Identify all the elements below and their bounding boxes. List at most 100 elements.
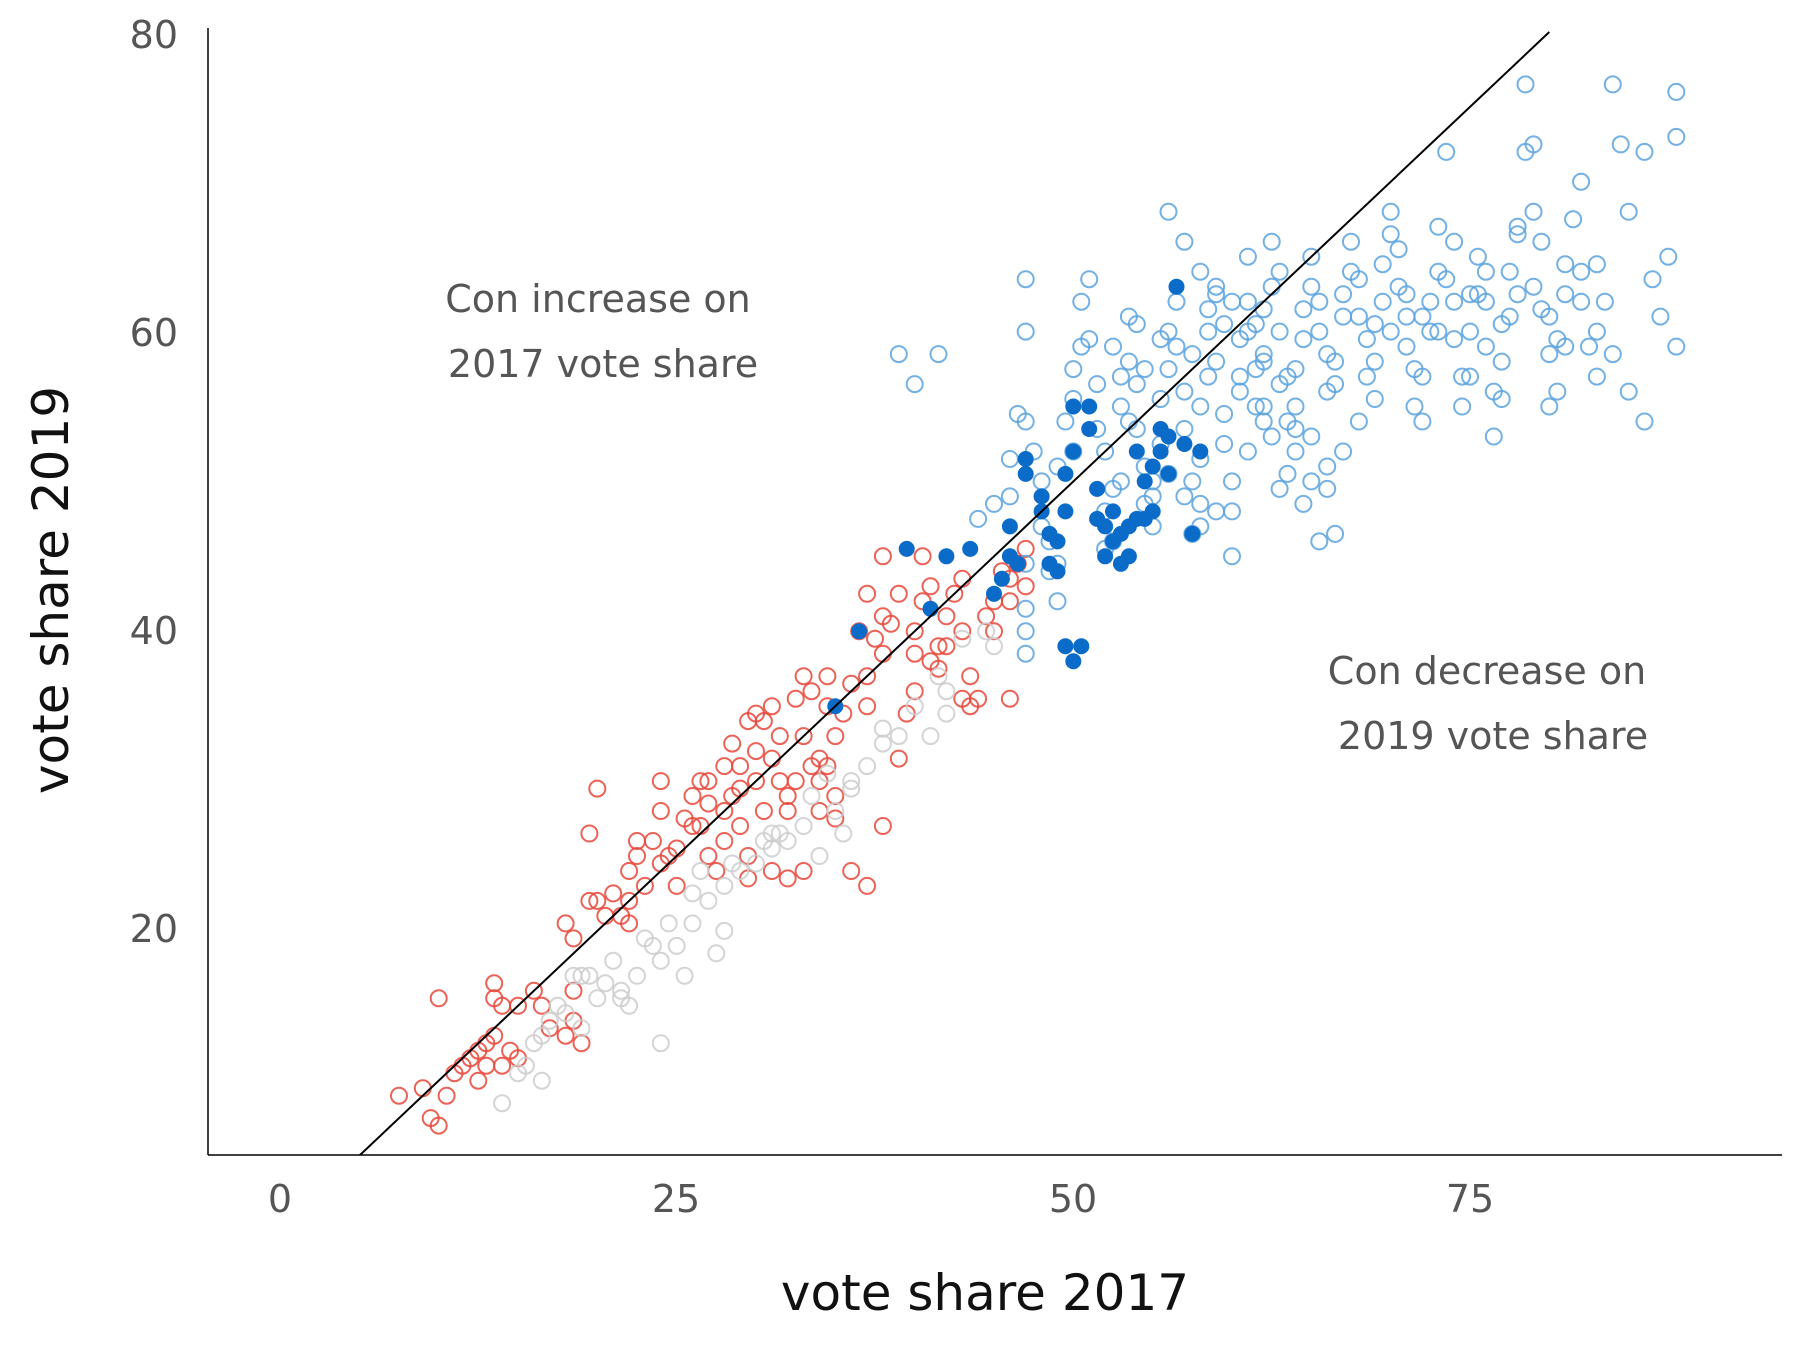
data-point xyxy=(1429,217,1448,236)
data-point xyxy=(628,966,646,985)
data-point xyxy=(659,914,678,933)
data-point xyxy=(1342,232,1360,251)
data-point xyxy=(1437,270,1456,289)
data-point xyxy=(1160,465,1177,482)
data-point xyxy=(1572,292,1591,311)
data-point xyxy=(873,547,892,566)
data-point xyxy=(818,764,837,783)
data-point xyxy=(1159,360,1178,379)
data-point xyxy=(1532,232,1551,251)
data-point xyxy=(1223,292,1241,311)
data-point xyxy=(1033,488,1050,505)
data-point xyxy=(842,779,861,798)
data-point xyxy=(556,1026,575,1045)
data-point xyxy=(1468,247,1487,266)
data-point xyxy=(493,1056,512,1075)
data-point xyxy=(1302,427,1321,446)
data-point xyxy=(1111,367,1130,386)
data-point xyxy=(596,906,615,925)
data-point xyxy=(556,1004,575,1023)
data-point xyxy=(881,614,900,633)
data-point xyxy=(413,1079,432,1098)
data-point xyxy=(826,727,845,746)
data-point xyxy=(715,832,734,850)
data-point xyxy=(834,824,853,843)
data-point xyxy=(1199,367,1218,386)
data-point xyxy=(1128,443,1145,460)
data-point xyxy=(1081,398,1098,415)
data-point xyxy=(628,847,646,865)
data-point xyxy=(540,1011,559,1030)
data-point xyxy=(596,974,615,993)
y-tick-label: 20 xyxy=(130,907,178,951)
x-tick-label: 25 xyxy=(652,1177,700,1221)
data-point xyxy=(723,734,742,753)
data-point xyxy=(905,682,924,701)
data-point xyxy=(842,674,861,693)
data-point xyxy=(747,854,765,873)
data-point xyxy=(794,817,813,835)
data-point xyxy=(1191,494,1210,513)
data-point xyxy=(469,1071,488,1090)
data-point xyxy=(715,802,734,820)
data-point xyxy=(1049,563,1066,580)
data-point xyxy=(707,944,726,963)
data-point xyxy=(1223,472,1241,491)
data-point xyxy=(683,884,702,903)
data-point xyxy=(1619,202,1638,221)
x-tick-label: 75 xyxy=(1446,1177,1494,1221)
data-point xyxy=(1500,262,1519,281)
data-point xyxy=(1524,202,1543,221)
data-point xyxy=(1175,420,1194,438)
data-point xyxy=(643,936,662,955)
data-point xyxy=(612,989,631,1008)
data-point xyxy=(762,749,781,768)
data-point xyxy=(509,996,527,1015)
data-point xyxy=(1365,315,1384,334)
data-point xyxy=(1556,337,1575,356)
data-point xyxy=(1175,382,1194,401)
data-point xyxy=(429,989,448,1008)
data-point xyxy=(1635,412,1654,431)
data-point xyxy=(1072,292,1091,311)
data-point xyxy=(588,779,607,798)
data-point xyxy=(564,981,583,1000)
data-point xyxy=(1127,375,1146,394)
data-point xyxy=(842,772,861,791)
data-point xyxy=(937,607,956,626)
data-point xyxy=(1254,300,1273,319)
data-point xyxy=(1326,524,1345,543)
data-point xyxy=(1199,300,1218,319)
data-point xyxy=(818,757,837,776)
data-point xyxy=(1619,382,1638,401)
data-point xyxy=(786,772,805,791)
data-point xyxy=(1492,315,1511,334)
data-point xyxy=(1492,390,1511,408)
data-point xyxy=(723,854,742,873)
x-tick-label: 50 xyxy=(1049,1177,1097,1221)
data-point xyxy=(715,876,734,895)
data-point xyxy=(1397,285,1416,304)
data-point xyxy=(1302,277,1321,296)
data-point xyxy=(953,569,972,588)
data-point xyxy=(1056,412,1075,431)
data-point xyxy=(1088,375,1107,394)
data-point xyxy=(1667,337,1686,356)
data-point xyxy=(1104,337,1122,356)
data-point xyxy=(818,667,837,686)
data-point xyxy=(1120,548,1137,565)
data-point xyxy=(691,862,710,880)
y-axis-title: vote share 2019 xyxy=(22,386,80,794)
data-point xyxy=(1286,420,1305,438)
data-point xyxy=(390,1086,408,1105)
data-point xyxy=(873,644,892,663)
data-point xyxy=(762,862,781,880)
data-point xyxy=(675,966,694,985)
data-point xyxy=(778,869,797,888)
data-point xyxy=(1294,330,1313,349)
data-point xyxy=(1175,487,1194,506)
data-point xyxy=(1659,247,1678,266)
data-point xyxy=(794,667,813,686)
data-point xyxy=(1445,330,1464,349)
data-point xyxy=(1016,539,1035,558)
